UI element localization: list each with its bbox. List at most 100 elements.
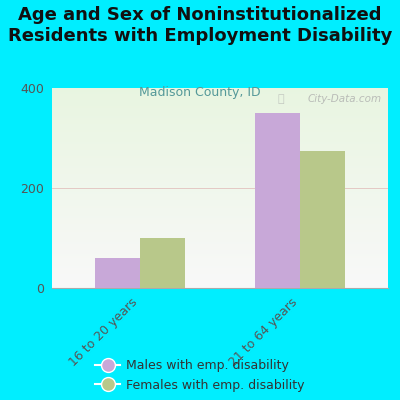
Bar [52,172,388,174]
Bar [52,104,388,106]
Bar [52,116,388,118]
Bar [52,228,388,230]
Bar [52,206,388,208]
Bar [52,246,388,248]
Bar [52,160,388,162]
Bar [52,176,388,178]
Bar [52,110,388,112]
Bar [52,212,388,214]
Bar [52,118,388,120]
Bar [52,112,388,114]
Bar [52,224,388,226]
Bar [52,90,388,92]
Bar [52,276,388,278]
Bar [52,106,388,108]
Bar [52,200,388,202]
Bar [52,170,388,172]
Bar [52,262,388,264]
Bar [52,102,388,104]
Bar [52,166,388,168]
Bar [52,130,388,132]
Bar [52,230,388,232]
Text: City-Data.com: City-Data.com [307,94,381,104]
Bar [255,113,300,288]
Bar [52,156,388,158]
Bar [52,154,388,156]
Bar [300,150,345,288]
Bar [52,148,388,150]
Bar [52,152,388,154]
Bar [52,234,388,236]
Bar [52,138,388,140]
Text: Age and Sex of Noninstitutionalized
Residents with Employment Disability: Age and Sex of Noninstitutionalized Resi… [8,6,392,45]
Bar [52,94,388,96]
Bar [52,162,388,164]
Bar [52,254,388,256]
Bar [52,98,388,100]
Bar [52,134,388,136]
Bar [52,158,388,160]
Bar [52,238,388,240]
Bar [52,282,388,284]
Bar [140,238,185,288]
Text: Madison County, ID: Madison County, ID [139,86,261,99]
Bar [52,188,388,190]
Bar [52,136,388,138]
Bar [52,266,388,268]
Bar [52,196,388,198]
Bar [52,114,388,116]
Bar [52,286,388,288]
Bar [52,250,388,252]
Bar [52,202,388,204]
Bar [52,272,388,274]
Bar [52,168,388,170]
Bar [52,248,388,250]
Bar [52,198,388,200]
Bar [52,190,388,192]
Bar [52,186,388,188]
Bar [52,208,388,210]
Bar [52,268,388,270]
Bar [52,260,388,262]
Bar [52,240,388,242]
Bar [52,174,388,176]
Bar [52,244,388,246]
Bar [52,178,388,180]
Bar [52,164,388,166]
Legend: Males with emp. disability, Females with emp. disability: Males with emp. disability, Females with… [95,360,305,392]
Bar [52,92,388,94]
Bar [52,218,388,220]
Bar [52,100,388,102]
Bar [52,284,388,286]
Bar [52,258,388,260]
Bar [52,280,388,282]
Bar [52,142,388,144]
Bar [52,96,388,98]
Bar [52,256,388,258]
Bar [52,182,388,184]
Bar [52,232,388,234]
Bar [52,264,388,266]
Bar [52,204,388,206]
Bar [52,146,388,148]
Bar [52,184,388,186]
Bar [52,222,388,224]
Bar [52,108,388,110]
Bar [52,214,388,216]
Bar [52,210,388,212]
Bar [52,242,388,244]
Bar [52,226,388,228]
Bar [52,150,388,152]
Bar [52,128,388,130]
Text: ⓘ: ⓘ [277,94,284,104]
Bar [52,88,388,90]
Bar [52,216,388,218]
Bar [52,220,388,222]
Bar [52,236,388,238]
Bar [52,144,388,146]
Bar [52,192,388,194]
Bar [52,140,388,142]
Bar [52,124,388,126]
Bar [52,132,388,134]
Bar [52,122,388,124]
